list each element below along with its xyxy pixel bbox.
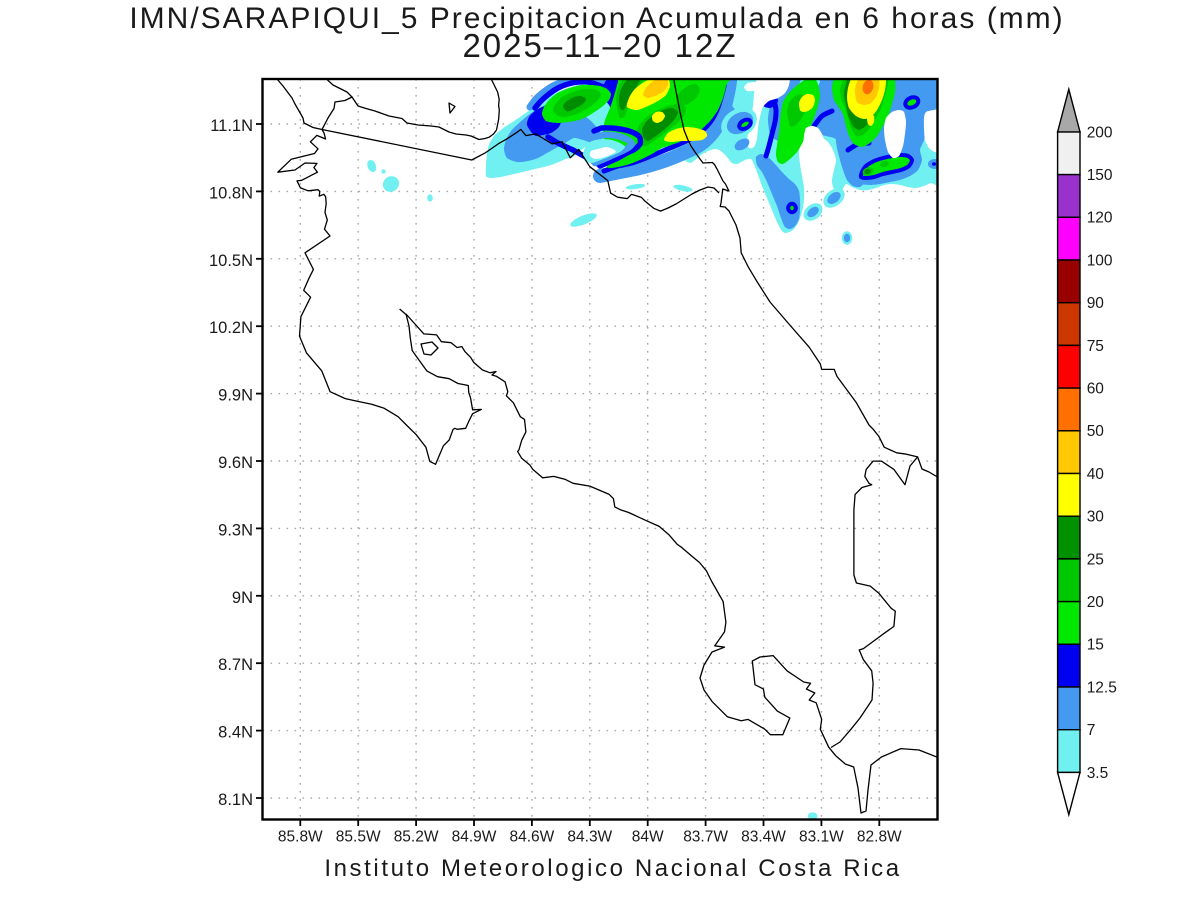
svg-text:3.5: 3.5: [1087, 765, 1109, 782]
svg-text:84.3W: 84.3W: [567, 829, 612, 846]
svg-text:7: 7: [1087, 722, 1096, 739]
svg-text:9.3N: 9.3N: [218, 521, 253, 539]
svg-text:100: 100: [1087, 252, 1113, 269]
svg-text:30: 30: [1087, 509, 1105, 526]
svg-text:82.8W: 82.8W: [857, 829, 902, 846]
svg-text:85.2W: 85.2W: [394, 829, 439, 846]
svg-text:9.6N: 9.6N: [218, 454, 253, 472]
svg-text:25: 25: [1087, 551, 1104, 568]
svg-text:9N: 9N: [232, 589, 253, 607]
svg-text:83.4W: 83.4W: [741, 829, 786, 846]
svg-text:75: 75: [1087, 338, 1104, 355]
svg-text:90: 90: [1087, 295, 1105, 312]
svg-text:84.6W: 84.6W: [509, 829, 554, 846]
svg-text:10.5N: 10.5N: [209, 252, 253, 270]
svg-text:150: 150: [1087, 167, 1113, 184]
svg-text:20: 20: [1087, 594, 1105, 611]
svg-text:IMN/SARAPIQUI_5 Precipitacion: IMN/SARAPIQUI_5 Precipitacion Acumulada …: [129, 2, 1064, 35]
svg-text:9.9N: 9.9N: [218, 387, 253, 405]
svg-text:83.1W: 83.1W: [799, 829, 844, 846]
svg-text:85.5W: 85.5W: [336, 829, 381, 846]
svg-text:Instituto Meteorologico Nacion: Instituto Meteorologico Nacional Costa R…: [324, 855, 901, 882]
svg-text:50: 50: [1087, 423, 1105, 440]
svg-text:8.1N: 8.1N: [218, 791, 253, 809]
svg-text:120: 120: [1087, 210, 1113, 227]
svg-text:2025–11–20 12Z: 2025–11–20 12Z: [462, 27, 737, 64]
svg-text:200: 200: [1087, 124, 1113, 141]
svg-text:10.2N: 10.2N: [209, 319, 253, 337]
svg-text:11.1N: 11.1N: [210, 117, 253, 135]
svg-text:83.7W: 83.7W: [683, 829, 728, 846]
svg-text:10.8N: 10.8N: [209, 184, 253, 202]
svg-text:84.9W: 84.9W: [452, 829, 497, 846]
svg-text:40: 40: [1087, 466, 1105, 483]
svg-text:60: 60: [1087, 381, 1105, 398]
svg-text:8.4N: 8.4N: [218, 724, 253, 742]
svg-text:84W: 84W: [632, 829, 664, 846]
svg-text:12.5: 12.5: [1087, 679, 1117, 696]
svg-text:15: 15: [1087, 637, 1104, 654]
svg-text:85.8W: 85.8W: [278, 829, 323, 846]
svg-text:8.7N: 8.7N: [218, 656, 253, 674]
